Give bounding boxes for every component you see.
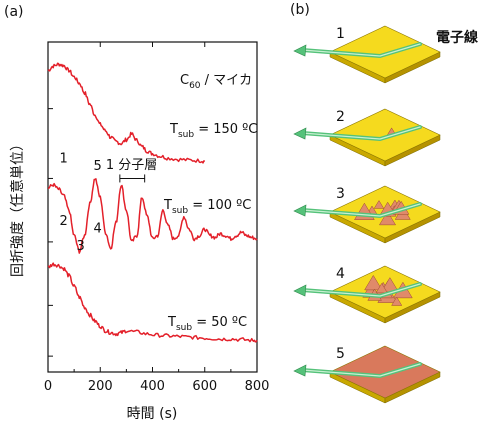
stage-number: 2 — [336, 109, 345, 125]
chart-series — [47, 62, 258, 343]
beam-arrowhead — [293, 204, 307, 217]
annotation-label: 1 — [60, 152, 68, 167]
series-1-material-label: C60 / マイカ — [180, 73, 252, 91]
beam-arrowhead — [293, 44, 307, 57]
growth-stage-3: 3 — [293, 185, 441, 244]
molecule-island — [391, 296, 403, 306]
x-tick-label: 200 — [88, 379, 113, 394]
stage-number: 3 — [336, 186, 345, 202]
x-tick-label: 800 — [245, 379, 270, 394]
stage-number: 1 — [336, 26, 345, 42]
y-ticks — [48, 108, 53, 357]
chart-annotations: 1 5 2 43 1 分子層 — [60, 152, 158, 255]
growth-stage-2: 2 — [293, 108, 441, 167]
series-3-temp-label: Tsub = 50 ºC — [167, 315, 247, 333]
x-tick-label: 600 — [192, 379, 217, 394]
beam-arrowhead — [293, 284, 307, 297]
annotation-label: 1 分子層 — [106, 158, 157, 173]
growth-stage-4: 4 — [293, 265, 441, 324]
electron-beam-core — [301, 126, 421, 140]
annotation-label: 2 — [60, 214, 68, 229]
electron-beam-core — [301, 283, 421, 297]
stage-number: 5 — [336, 346, 345, 362]
panel-a-label: (a) — [4, 4, 24, 20]
series-line-2 — [48, 178, 258, 254]
growth-stage-5: 5 — [293, 345, 441, 404]
growth-illustration: 電子線 1 2 3 4 5 — [293, 25, 478, 404]
molecule-island — [378, 211, 397, 226]
annotation-label: 5 — [93, 159, 101, 174]
y-axis-title: 回折強度（任意単位） — [9, 137, 26, 277]
x-axis-title: 時間 (s) — [127, 406, 178, 422]
electron-beam-core — [301, 43, 421, 57]
diffraction-chart: 0 200 400 600 800 1 5 2 43 1 分子層 C60 / マイカ Tsub … — [9, 41, 270, 422]
molecule-island — [373, 200, 385, 209]
series-2-temp-label: Tsub = 100 ºC — [163, 198, 251, 216]
electron-beam-core — [301, 203, 421, 217]
electron-beam-core — [301, 363, 421, 377]
x-tick-label: 400 — [140, 379, 165, 394]
panel-b-label: (b) — [290, 2, 310, 18]
growth-stage-1: 1 — [293, 25, 441, 84]
series-1-temp-label: Tsub = 150 ºC — [169, 122, 257, 140]
x-ticks: 0 200 400 600 800 — [44, 42, 270, 394]
annotation-label: 4 — [93, 221, 101, 236]
series-line-3 — [47, 262, 258, 343]
electron-beam-label: 電子線 — [436, 29, 478, 46]
stage-number: 4 — [336, 266, 345, 282]
annotation-label: 3 — [77, 239, 85, 254]
x-tick-label: 0 — [44, 379, 52, 394]
molecule-island — [375, 282, 388, 294]
beam-arrowhead — [293, 364, 307, 377]
molecule-island — [364, 274, 383, 291]
beam-arrowhead — [293, 127, 307, 140]
series-line-1 — [47, 62, 206, 164]
